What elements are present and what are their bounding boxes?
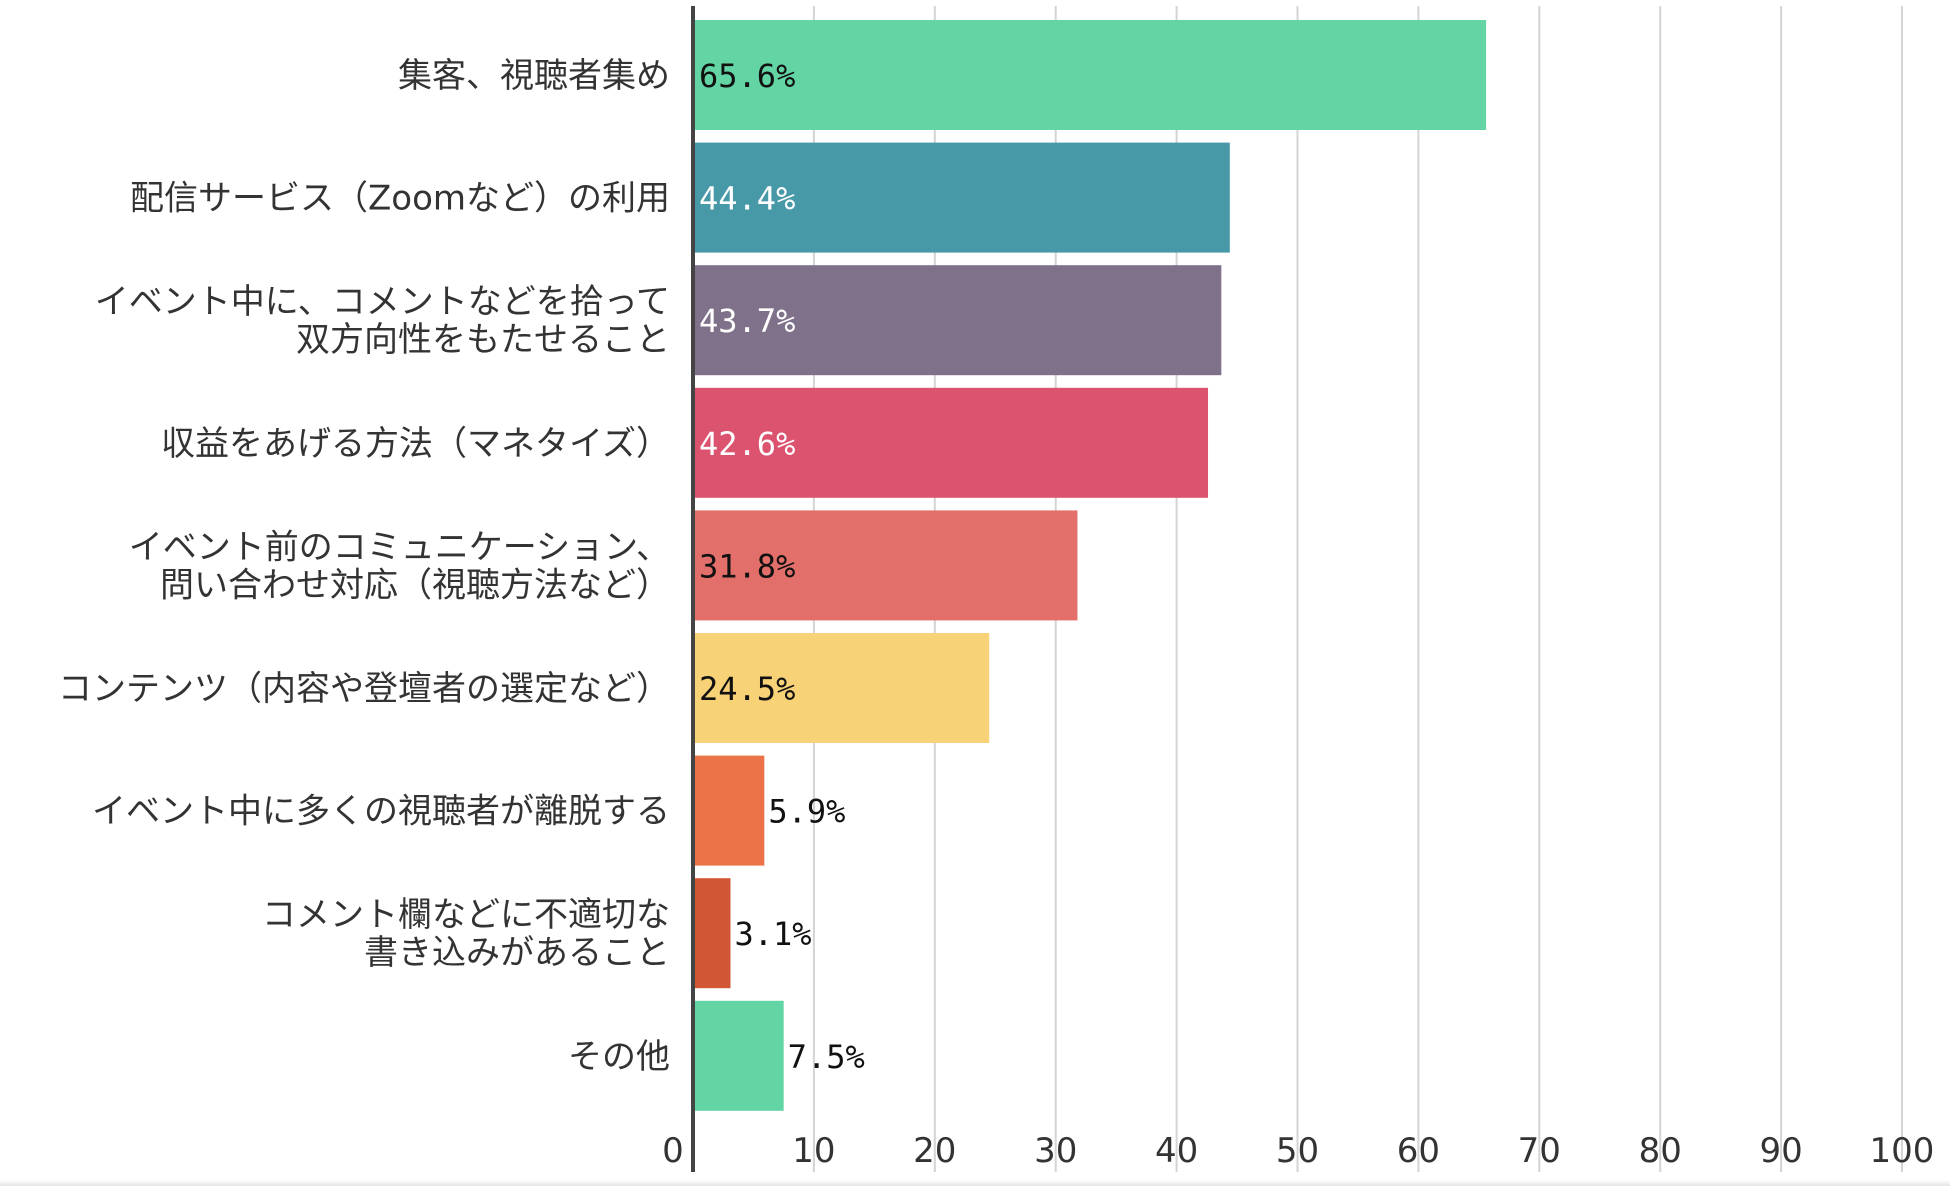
x-tick-label: 80 <box>1639 1131 1682 1171</box>
category-label: 集客、視聴者集め <box>398 56 670 96</box>
category-label: コンテンツ（内容や登壇者の選定など） <box>58 669 670 709</box>
data-label: 65.6% <box>699 57 795 95</box>
x-tick-label: 20 <box>913 1131 956 1171</box>
category-label: コメント欄などに不適切な書き込みがあること <box>262 895 670 973</box>
category-label: その他 <box>568 1037 670 1077</box>
category-label: イベント前のコミュニケーション、問い合わせ対応（視聴方法など） <box>129 527 670 605</box>
x-tick-label: 90 <box>1759 1131 1802 1171</box>
data-label: 31.8% <box>699 547 795 585</box>
data-label: 24.5% <box>699 670 795 708</box>
category-label: 収益をあげる方法（マネタイズ） <box>161 424 670 464</box>
x-tick-label: 100 <box>1870 1131 1935 1171</box>
bar <box>693 387 1209 498</box>
category-label: イベント中に多くの視聴者が離脱する <box>92 792 670 832</box>
x-tick-label: 50 <box>1276 1131 1319 1171</box>
bottom-edge <box>0 1180 1950 1186</box>
data-label: 7.5% <box>788 1038 865 1076</box>
data-label: 44.4% <box>699 180 795 218</box>
bar <box>693 755 765 866</box>
bar <box>693 510 1078 621</box>
bars <box>693 20 1487 1111</box>
x-tick-label: 40 <box>1155 1131 1198 1171</box>
x-tick-label: 70 <box>1518 1131 1561 1171</box>
x-tick-label: 0 <box>662 1131 684 1171</box>
bar <box>693 20 1487 130</box>
bar <box>693 142 1230 253</box>
x-tick-labels: 0 10 20 30 40 50 60 70 80 90 100 <box>662 1131 1934 1171</box>
data-label: 42.6% <box>699 425 795 463</box>
category-labels: 集客、視聴者集め配信サービス（Zoomなど）の利用イベント中に、コメントなどを拾… <box>58 56 670 1077</box>
data-label: 5.9% <box>768 793 845 831</box>
x-tick-label: 30 <box>1034 1131 1077 1171</box>
data-label: 3.1% <box>734 915 811 953</box>
x-tick-label: 60 <box>1397 1131 1440 1171</box>
data-label: 43.7% <box>699 302 795 340</box>
bar <box>693 633 990 743</box>
category-label: イベント中に、コメントなどを拾って双方向性をもたせること <box>95 282 670 360</box>
bar <box>693 1000 784 1111</box>
bar <box>693 878 731 989</box>
bar <box>693 265 1222 376</box>
value-labels: 65.6% 44.4% 43.7% 42.6% 31.8% 24.5% 5.9% 3.1% 7.… <box>699 57 865 1076</box>
category-label: 配信サービス（Zoomなど）の利用 <box>130 179 670 219</box>
x-tick-label: 10 <box>792 1131 835 1171</box>
